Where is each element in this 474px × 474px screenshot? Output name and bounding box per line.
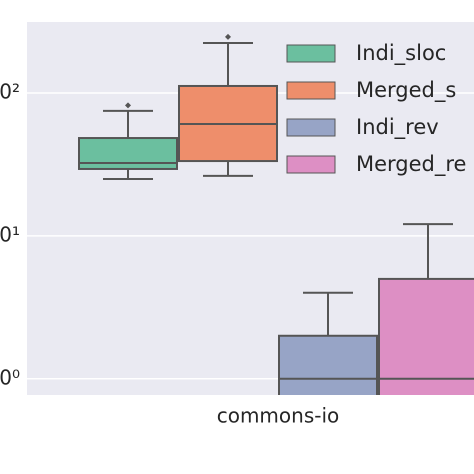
y-tick-label: 10¹ (0, 222, 20, 246)
box (278, 334, 378, 395)
legend-swatch (286, 155, 336, 174)
box (378, 277, 474, 395)
y-tick-label: 10² (0, 80, 20, 104)
y-tick-label: 10⁰ (0, 365, 20, 389)
legend-label: Indi_sloc (356, 41, 446, 66)
legend-label: Merged_s (356, 78, 456, 103)
outlier (125, 102, 131, 109)
box (78, 137, 178, 170)
legend-swatch (286, 81, 336, 100)
legend-label: Merged_re (356, 152, 466, 177)
x-tick-label: commons-io (217, 404, 340, 428)
legend-label: Indi_rev (356, 115, 439, 140)
outlier (225, 33, 231, 40)
legend-swatch (286, 118, 336, 137)
legend-swatch (286, 44, 336, 63)
